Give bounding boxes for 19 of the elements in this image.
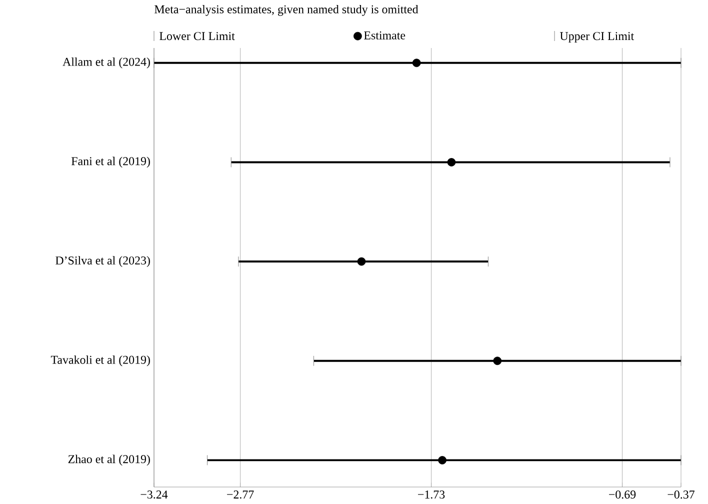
x-tick-label: −2.77 (227, 490, 254, 499)
point (493, 356, 502, 366)
x-tick-label: −3.24 (140, 490, 168, 499)
point (412, 58, 421, 68)
text: Lower CI Limit (160, 32, 235, 40)
y-tick-label: Allam et al (2024) (62, 57, 150, 68)
y-tick-label: D’Silva et al (2023) (56, 256, 150, 267)
x-tick-label: −0.69 (609, 490, 636, 499)
x-tick-label: −1.73 (418, 490, 445, 499)
y-tick-label: Tavakoli et al (2019) (50, 355, 150, 366)
legend-label: Estimate (364, 31, 406, 40)
point (447, 158, 456, 166)
x-tick-label: −0.37 (668, 490, 694, 499)
text: Upper CI Limit (560, 32, 634, 43)
y-tick-label: Fani et al (2019) (71, 156, 150, 168)
point (357, 257, 366, 266)
point (438, 456, 446, 464)
y-tick-label: Zhao et al (2019) (68, 454, 150, 466)
chart-title: Meta−analysis estimates, given named study is omitted (154, 4, 418, 16)
